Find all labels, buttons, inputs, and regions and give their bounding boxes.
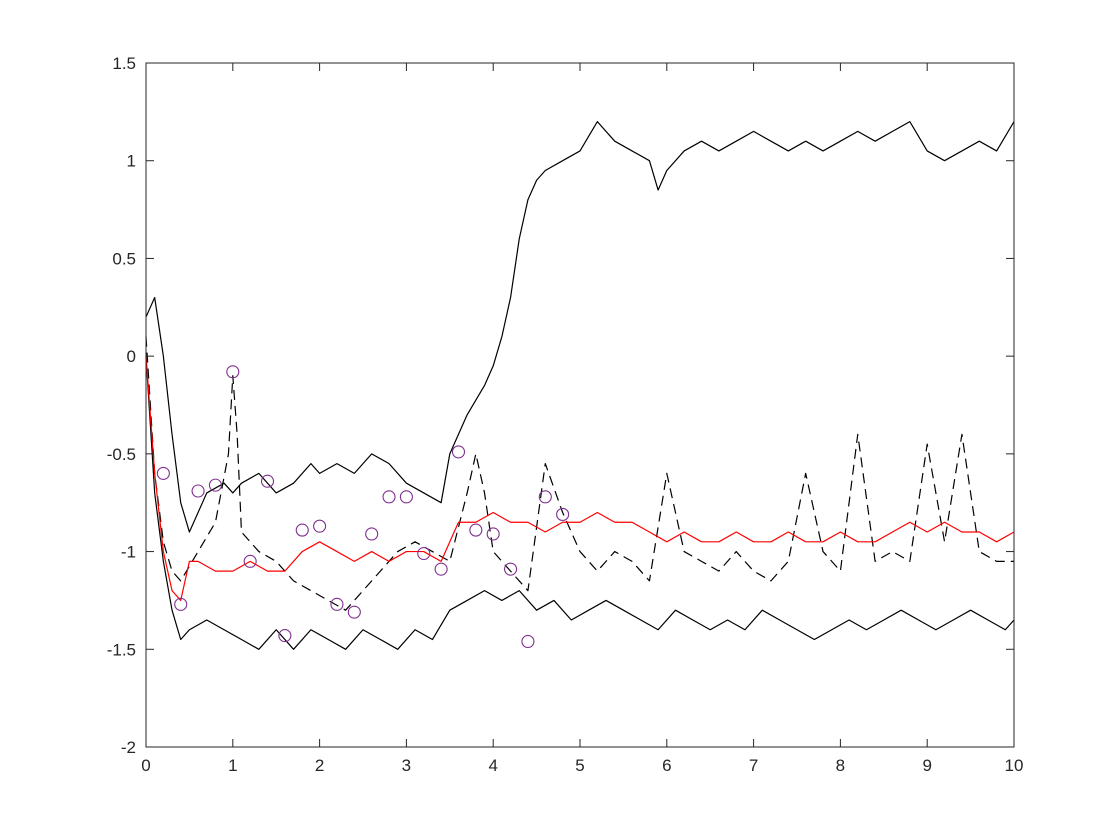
data-marker: [278, 629, 292, 643]
y-tick-label: 0: [127, 347, 136, 366]
data-marker: [313, 519, 327, 533]
data-marker: [382, 490, 396, 504]
series-line-2: [145, 356, 1015, 650]
data-marker: [538, 490, 552, 504]
data-marker: [330, 597, 344, 611]
series-line-3: [145, 336, 1014, 611]
y-tick-label: 1: [127, 152, 136, 171]
data-marker: [191, 484, 205, 498]
y-tick-label: -1: [121, 543, 136, 562]
series-line-4: [145, 356, 1015, 602]
data-marker: [434, 562, 448, 576]
marker-layer: [156, 365, 570, 649]
y-tick-label: 1.5: [112, 54, 136, 73]
data-marker: [521, 634, 535, 649]
data-marker: [295, 523, 309, 537]
x-tick-label: 10: [1005, 756, 1024, 775]
series-line-1: [145, 121, 1015, 533]
data-marker: [451, 445, 466, 459]
x-tick-label: 1: [228, 756, 237, 775]
data-marker: [365, 527, 379, 541]
x-tick-label: 8: [836, 756, 845, 775]
x-tick-label: 2: [315, 756, 324, 775]
data-marker: [156, 466, 170, 480]
x-axis-ticks: 0 1 2 3 4 5 6 7 8 9 10: [141, 63, 1023, 775]
x-tick-label: 5: [575, 756, 584, 775]
data-marker: [417, 546, 431, 561]
series-layer: [145, 121, 1015, 650]
y-tick-label: -0.5: [107, 445, 136, 464]
data-marker: [469, 523, 483, 537]
x-tick-label: 4: [488, 756, 497, 775]
x-tick-label: 6: [662, 756, 671, 775]
y-tick-label: -1.5: [107, 640, 136, 659]
data-marker: [556, 507, 570, 521]
x-tick-label: 3: [402, 756, 411, 775]
data-marker: [504, 562, 518, 576]
data-marker: [226, 365, 240, 379]
data-marker: [174, 597, 188, 611]
x-tick-label: 0: [141, 756, 150, 775]
y-tick-label: 0.5: [112, 249, 136, 268]
data-marker: [486, 527, 500, 541]
data-marker: [243, 554, 257, 568]
data-marker: [260, 474, 275, 488]
data-marker: [208, 478, 222, 492]
x-tick-label: 9: [922, 756, 931, 775]
x-tick-label: 7: [749, 756, 758, 775]
y-axis-ticks: -2 -1.5 -1 -0.5 0 0.5 1 1.5: [107, 54, 1014, 757]
y-tick-label: -2: [121, 738, 136, 757]
data-marker: [399, 490, 413, 504]
data-marker: [347, 605, 361, 619]
